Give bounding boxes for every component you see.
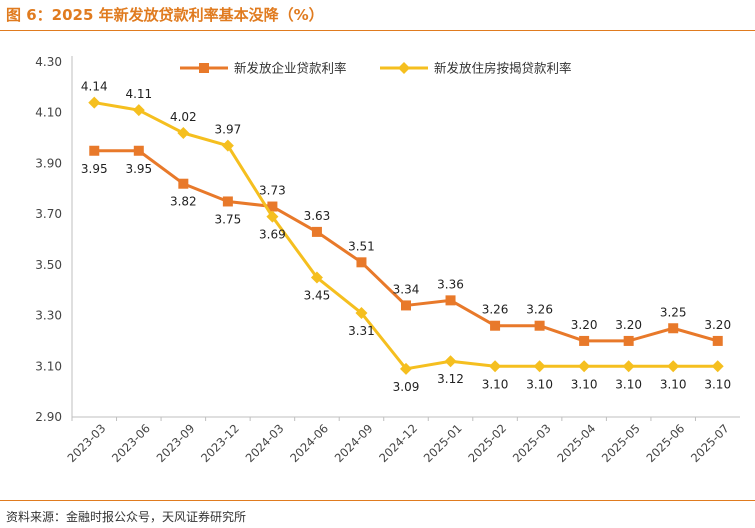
source-divider xyxy=(0,500,755,501)
series-1-point xyxy=(311,226,322,237)
y-tick-label: 3.10 xyxy=(35,359,62,373)
legend-label-1: 新发放企业贷款利率 xyxy=(234,61,347,76)
series-1-point xyxy=(133,145,144,156)
y-tick-label: 4.10 xyxy=(35,106,62,120)
data-label: 4.02 xyxy=(170,110,197,124)
series-1-point xyxy=(89,145,100,156)
x-tick-label: 2025-05 xyxy=(599,421,643,465)
x-tick-label: 2025-04 xyxy=(554,421,598,465)
data-label: 3.95 xyxy=(125,162,152,176)
y-tick-label: 3.30 xyxy=(35,309,62,323)
data-label: 3.12 xyxy=(437,372,464,386)
x-tick-label: 2025-01 xyxy=(421,421,465,465)
title-divider xyxy=(0,30,755,31)
data-label: 3.09 xyxy=(393,380,420,394)
x-tick-label: 2023-09 xyxy=(154,421,198,465)
series-1-point xyxy=(534,320,545,331)
data-label: 3.97 xyxy=(215,123,242,137)
x-tick-label: 2023-06 xyxy=(109,421,153,465)
legend-label-2: 新发放住房按揭贷款利率 xyxy=(434,61,572,76)
data-label: 3.45 xyxy=(304,289,331,303)
x-tick-label: 2024-03 xyxy=(243,421,287,465)
data-label: 3.69 xyxy=(259,228,286,242)
legend-marker-2 xyxy=(398,62,410,74)
series-2-point xyxy=(132,104,145,117)
data-label: 3.51 xyxy=(348,239,375,253)
data-label: 3.31 xyxy=(348,324,375,338)
data-label: 4.14 xyxy=(81,80,108,94)
x-tick-label: 2024-09 xyxy=(332,421,376,465)
series-1-point xyxy=(445,295,456,306)
series-2-point xyxy=(578,360,591,373)
data-label: 3.63 xyxy=(304,209,331,223)
data-label: 3.25 xyxy=(660,305,687,319)
legend-marker-1 xyxy=(199,63,209,73)
series-2-point xyxy=(444,355,457,368)
y-tick-label: 4.30 xyxy=(35,55,62,69)
data-label: 3.10 xyxy=(704,377,731,391)
series-2-point xyxy=(533,360,546,373)
data-label: 3.20 xyxy=(704,318,731,332)
series-2-point xyxy=(266,210,279,223)
x-tick-label: 2023-03 xyxy=(65,421,109,465)
figure-title: 图 6：2025 年新发放贷款利率基本没降（%） xyxy=(6,6,324,24)
series-2-point xyxy=(355,307,368,320)
series-1-point xyxy=(178,178,189,189)
series-2-point xyxy=(400,362,412,375)
x-tick-label: 2025-07 xyxy=(688,421,732,465)
series-2-point xyxy=(88,96,101,109)
data-label: 3.10 xyxy=(482,377,509,391)
series-2-point xyxy=(667,360,680,373)
series-1-point xyxy=(712,335,723,346)
data-label: 3.34 xyxy=(393,282,420,296)
series-2-point xyxy=(177,127,190,139)
data-label: 3.75 xyxy=(215,212,242,226)
series-1-point xyxy=(222,196,233,207)
y-tick-label: 3.70 xyxy=(35,207,62,221)
data-label: 3.95 xyxy=(81,162,108,176)
series-2-point xyxy=(622,360,635,373)
x-tick-label: 2025-03 xyxy=(510,421,554,465)
data-label: 3.73 xyxy=(259,184,286,198)
source-note: 资料来源：金融时报公众号，天风证券研究所 xyxy=(6,510,247,524)
series-1-point xyxy=(267,201,278,212)
data-label: 3.20 xyxy=(615,318,642,332)
data-label: 3.20 xyxy=(571,318,598,332)
data-label: 3.36 xyxy=(437,277,464,291)
y-tick-label: 2.90 xyxy=(35,410,62,424)
data-label: 3.82 xyxy=(170,195,197,209)
x-tick-label: 2024-06 xyxy=(287,421,331,465)
data-label: 3.10 xyxy=(660,377,687,391)
series-1-point xyxy=(490,320,501,331)
data-label: 3.10 xyxy=(615,377,642,391)
series-2-point xyxy=(310,271,323,284)
series-1-point xyxy=(579,335,590,346)
data-label: 3.26 xyxy=(482,303,509,317)
y-tick-label: 3.50 xyxy=(35,258,62,272)
data-label: 3.10 xyxy=(571,377,598,391)
series-1-point xyxy=(401,300,411,311)
x-tick-label: 2025-02 xyxy=(465,421,509,465)
data-label: 4.11 xyxy=(125,87,152,101)
series-2-point xyxy=(711,360,724,373)
x-tick-label: 2024-12 xyxy=(376,421,420,465)
x-tick-label: 2023-12 xyxy=(198,421,242,465)
data-label: 3.26 xyxy=(526,303,553,317)
y-tick-label: 3.90 xyxy=(35,156,62,170)
x-tick-label: 2025-06 xyxy=(643,421,687,465)
series-2-point xyxy=(489,360,502,373)
series-2-point xyxy=(221,139,234,152)
series-1-point xyxy=(356,257,367,268)
series-1-point xyxy=(668,323,679,334)
data-label: 3.10 xyxy=(526,377,553,391)
series-1-point xyxy=(623,335,634,346)
